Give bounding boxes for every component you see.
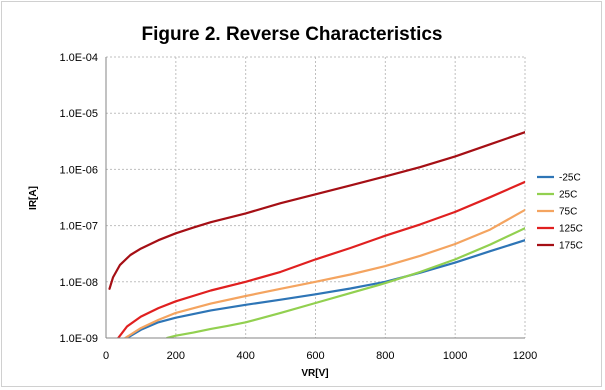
series-line-25c — [166, 227, 525, 338]
legend-label-25c: -25C — [559, 173, 581, 184]
axes: 1.0E-09 1.0E-08 1.0E-07 1.0E-06 1.0E-05 1.0E-… — [59, 52, 537, 362]
x-tick-label: 600 — [306, 350, 324, 362]
x-tick-label: 200 — [167, 350, 185, 362]
x-tick-label: 800 — [376, 350, 394, 362]
series-layer — [108, 131, 525, 338]
legend-label-75c: 75C — [559, 207, 577, 218]
legend-label-25c: 25C — [559, 190, 577, 201]
y-tick-label: 1.0E-09 — [59, 333, 98, 345]
series-line-175c — [108, 131, 525, 290]
y-tick-label: 1.0E-06 — [59, 164, 98, 176]
chart-title: Figure 2. Reverse Characteristics — [142, 24, 443, 45]
x-tick-label: 400 — [236, 350, 254, 362]
x-tick-label: 1200 — [513, 350, 537, 362]
x-tick-label: 1000 — [443, 350, 467, 362]
x-tick-label: 0 — [103, 350, 109, 362]
legend: -25C 25C 75C 125C 175C — [537, 173, 583, 252]
legend-label-175c: 175C — [559, 241, 583, 252]
y-axis-label: IR[A] — [28, 186, 39, 210]
y-tick-label: 1.0E-05 — [59, 108, 98, 120]
y-tick-label: 1.0E-04 — [59, 52, 98, 64]
series-line-75c — [124, 208, 525, 338]
series-line-125c — [117, 180, 525, 338]
grid — [106, 56, 526, 338]
legend-label-125c: 125C — [559, 224, 583, 235]
series-line-25c — [125, 239, 525, 338]
y-tick-label: 1.0E-08 — [59, 277, 98, 289]
y-tick-label: 1.0E-07 — [59, 221, 98, 233]
x-axis-label: VR[V] — [301, 368, 328, 379]
